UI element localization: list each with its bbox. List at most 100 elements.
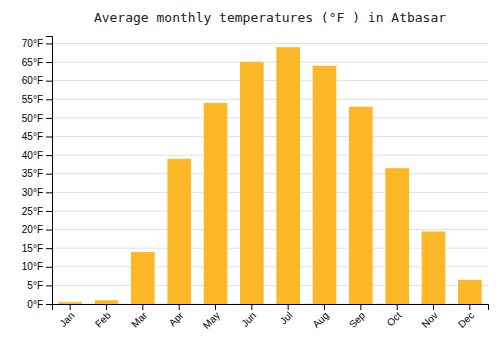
tick-label: 55°F: [22, 94, 43, 105]
y-tick: 0°F: [27, 299, 52, 310]
tick-label: Mar: [129, 309, 149, 329]
y-tick: 10°F: [22, 261, 52, 272]
x-tick: Feb: [93, 304, 113, 330]
grid-line: [52, 136, 488, 137]
tick-mark: [46, 267, 52, 268]
tick-label: 25°F: [22, 206, 43, 217]
y-tick: 5°F: [27, 280, 52, 291]
tick-label: 45°F: [22, 131, 43, 142]
x-tick: Mar: [129, 304, 149, 330]
tick-label: 10°F: [22, 261, 43, 272]
tick-mark: [46, 285, 52, 286]
bar: [385, 168, 409, 304]
bar: [58, 302, 82, 304]
grid-line: [52, 117, 488, 118]
tick-mark: [324, 304, 325, 310]
tick-label: 15°F: [22, 243, 43, 254]
tick-label: 20°F: [22, 224, 43, 235]
x-tick: Sep: [347, 304, 368, 330]
tick-label: Nov: [420, 310, 440, 330]
grid-line: [52, 229, 488, 230]
grid-line: [52, 80, 488, 81]
tick-label: 50°F: [22, 113, 43, 124]
tick-label: 0°F: [27, 299, 43, 310]
tick-label: Oct: [385, 310, 404, 329]
bar: [167, 159, 191, 304]
y-tick: 60°F: [22, 75, 52, 86]
y-tick: 45°F: [22, 131, 52, 142]
y-tick: 25°F: [22, 206, 52, 217]
tick-label: 30°F: [22, 187, 43, 198]
tick-label: Apr: [167, 309, 186, 328]
x-tick: Nov: [420, 304, 440, 330]
tick-mark: [46, 118, 52, 119]
tick-mark: [46, 211, 52, 212]
grid-line: [52, 43, 488, 44]
y-tick: 65°F: [22, 57, 52, 68]
tick-label: 5°F: [27, 280, 43, 291]
x-tick: Jun: [239, 304, 258, 329]
tick-mark: [469, 304, 470, 310]
bar: [131, 252, 155, 304]
y-tick: 35°F: [22, 168, 52, 179]
tick-label: 70°F: [22, 38, 43, 49]
grid-line: [52, 155, 488, 156]
x-tick: Oct: [385, 304, 404, 328]
tick-label: 60°F: [22, 75, 43, 86]
tick-mark: [179, 304, 180, 310]
bar: [95, 300, 119, 304]
tick-mark: [46, 81, 52, 82]
tick-mark: [215, 304, 216, 310]
tick-label: 40°F: [22, 150, 43, 161]
tick-mark: [433, 304, 434, 310]
tick-label: 35°F: [22, 168, 43, 179]
tick-mark: [70, 304, 71, 310]
grid: [52, 43, 488, 304]
y-tick: 50°F: [22, 113, 52, 124]
tick-mark: [360, 304, 361, 310]
grid-line: [52, 62, 488, 63]
axis-line: [53, 305, 489, 311]
bars: [58, 47, 481, 304]
tick-label: Sep: [347, 309, 368, 330]
y-tick: 40°F: [22, 150, 52, 161]
grid-line: [52, 173, 488, 174]
tick-mark: [397, 304, 398, 310]
grid-line: [52, 192, 488, 193]
grid-line: [52, 210, 488, 211]
x-tick: Apr: [167, 304, 186, 328]
chart-container: 0°F 5°F 10°F 15°F 20°F 25°F 30°F 35°F 40°F 45°F 50…: [0, 0, 500, 350]
y-axis: 0°F 5°F 10°F 15°F 20°F 25°F 30°F 35°F 40°F 45°F 50…: [22, 37, 53, 310]
tick-mark: [106, 304, 107, 310]
tick-label: Dec: [456, 310, 476, 330]
tick-mark: [46, 155, 52, 156]
y-tick: 30°F: [22, 187, 52, 198]
bar: [276, 47, 300, 304]
x-tick: Jan: [57, 304, 76, 329]
bar: [458, 280, 482, 304]
bar: [422, 231, 446, 304]
grid-line: [52, 99, 488, 100]
tick-mark: [46, 248, 52, 249]
tick-mark: [46, 62, 52, 63]
tick-mark: [46, 304, 52, 305]
x-tick: Jul: [278, 304, 295, 326]
bar: [204, 103, 228, 304]
x-tick: Dec: [456, 304, 476, 330]
tick-label: Jun: [239, 310, 258, 329]
chart-svg: 0°F 5°F 10°F 15°F 20°F 25°F 30°F 35°F 40°F 45°F 50…: [0, 0, 500, 350]
tick-mark: [46, 174, 52, 175]
tick-label: Feb: [93, 309, 113, 329]
x-axis: JanFebMarAprMayJunJulAugSepOctNovDec: [53, 304, 489, 331]
plot-area: 0°F 5°F 10°F 15°F 20°F 25°F 30°F 35°F 40°F 45°F 50…: [22, 37, 489, 331]
tick-label: 65°F: [22, 57, 43, 68]
tick-mark: [46, 137, 52, 138]
tick-label: Jan: [57, 310, 76, 329]
bar: [313, 66, 337, 304]
y-tick: 55°F: [22, 94, 52, 105]
tick-mark: [251, 304, 252, 310]
axis-line: [46, 37, 53, 305]
bar: [240, 62, 264, 304]
tick-mark: [46, 230, 52, 231]
tick-mark: [46, 43, 52, 44]
